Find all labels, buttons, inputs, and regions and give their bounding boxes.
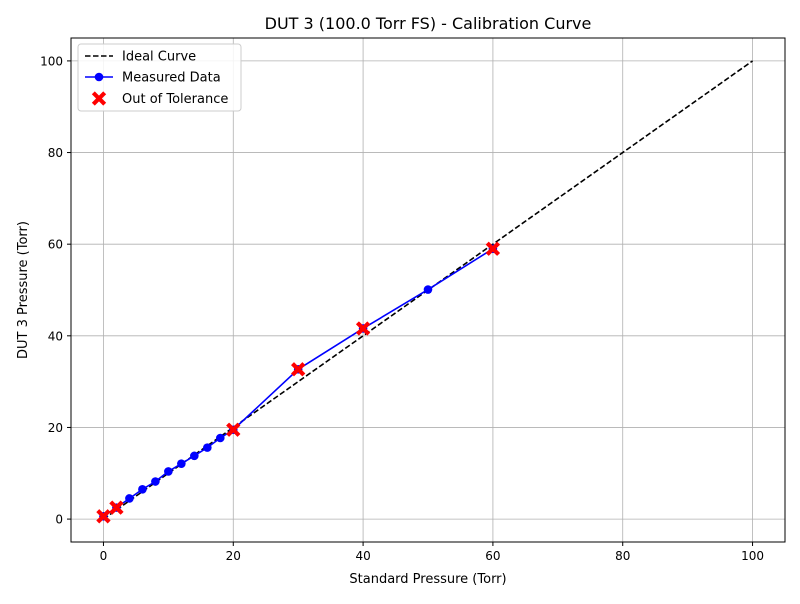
legend-ideal-label: Ideal Curve: [122, 50, 196, 65]
x-tick-label: 20: [226, 549, 241, 563]
series-layer: [96, 60, 754, 524]
legend-out-of-tolerance-marker: [91, 91, 107, 106]
y-tick-label: 0: [55, 513, 63, 527]
y-tick-label: 80: [48, 146, 63, 160]
axis-ticks: 0 20 40 60 80 100 0 20 40 60 80 100: [40, 54, 764, 563]
measured-data-point: [203, 443, 212, 452]
chart-title: DUT 3 (100.0 Torr FS) - Calibration Curv…: [265, 14, 592, 33]
measured-data-point: [125, 494, 134, 503]
measured-data-point: [164, 467, 173, 476]
legend-out-of-tolerance-x: [91, 91, 107, 106]
measured-data-point: [215, 433, 225, 443]
legend-measured-marker: [94, 72, 104, 82]
out-of-tolerance-point: [109, 500, 124, 515]
y-axis-label: DUT 3 Pressure (Torr): [16, 221, 31, 359]
out-of-tolerance-point: [485, 241, 501, 256]
legend-out-of-tolerance-label: Out of Tolerance: [122, 92, 228, 107]
y-tick-label: 100: [40, 54, 63, 68]
x-tick-label: 80: [615, 549, 630, 563]
x-tick-label: 40: [355, 549, 370, 563]
out-of-tolerance-point: [96, 509, 111, 524]
y-tick-label: 40: [48, 329, 63, 343]
measured-data-point: [423, 285, 433, 294]
x-tick-label: 0: [100, 549, 108, 563]
x-tick-label: 100: [741, 549, 764, 563]
plot-frame: [70, 37, 786, 543]
out-of-tolerance-point: [226, 422, 241, 437]
y-tick-label: 20: [48, 421, 63, 435]
measured-data-point: [190, 451, 199, 461]
legend: Ideal Curve Measured Data Out of Toleran…: [77, 43, 242, 112]
series-out-of-tolerance: [96, 241, 501, 524]
out-of-tolerance-point: [355, 321, 371, 336]
out-of-tolerance-point: [291, 362, 306, 377]
x-axis-label: Standard Pressure (Torr): [349, 572, 506, 587]
x-tick-label: 60: [485, 549, 500, 563]
legend-measured-label: Measured Data: [122, 71, 221, 86]
measured-data-point: [151, 477, 160, 486]
grid: [71, 38, 785, 542]
y-tick-label: 60: [48, 238, 63, 252]
measured-data-point: [177, 459, 186, 468]
measured-data-point: [138, 485, 147, 494]
legend-box: [77, 43, 242, 112]
